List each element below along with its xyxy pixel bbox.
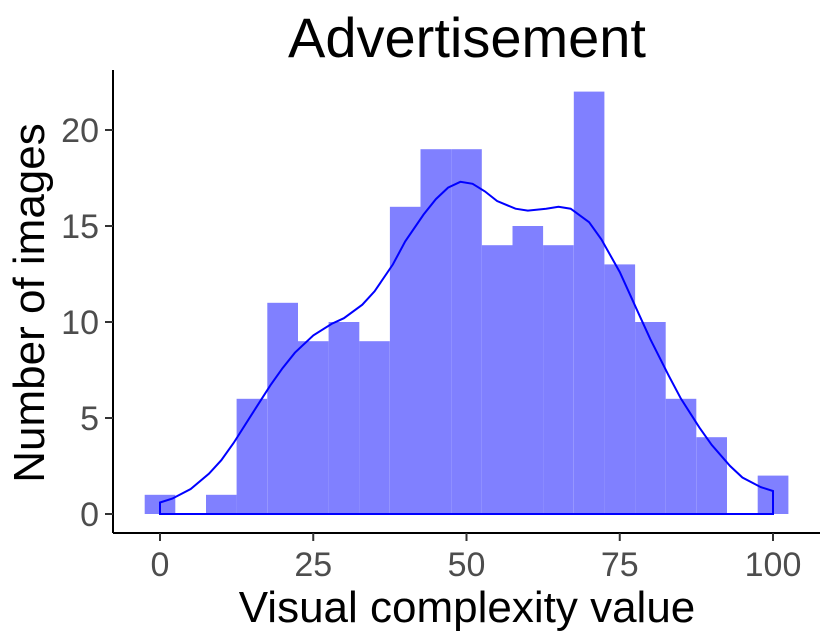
x-axis-title: Visual complexity value xyxy=(239,583,696,632)
y-ticks-group: 0 5 10 15 20 xyxy=(61,112,113,534)
x-tick-label: 25 xyxy=(294,546,332,584)
histogram-bar xyxy=(604,264,636,514)
histogram-bar xyxy=(696,437,727,514)
x-tick-label: 75 xyxy=(601,546,639,584)
y-tick-label: 15 xyxy=(61,208,99,246)
x-ticks-group: 0 25 50 75 100 xyxy=(151,533,802,584)
histogram-bar xyxy=(328,322,360,514)
histogram-bar xyxy=(451,149,482,514)
histogram-bar xyxy=(359,341,390,514)
histogram-bar xyxy=(481,245,513,514)
histogram-bar xyxy=(236,398,268,514)
y-tick-label: 20 xyxy=(61,112,99,150)
y-tick-label: 0 xyxy=(80,496,99,534)
histogram-bar xyxy=(573,91,605,514)
histogram-bar xyxy=(420,149,452,514)
histogram-bar xyxy=(389,206,421,515)
chart-title: Advertisement xyxy=(288,6,646,69)
density-curve xyxy=(159,180,774,515)
histogram-bar xyxy=(543,245,574,514)
histogram-bar xyxy=(267,302,298,514)
x-tick-label: 0 xyxy=(151,546,170,584)
y-axis-title: Number of images xyxy=(5,123,54,482)
y-tick-label: 10 xyxy=(61,304,99,342)
y-tick-label: 5 xyxy=(80,400,99,438)
x-tick-label: 50 xyxy=(448,546,486,584)
x-tick-label: 100 xyxy=(745,546,802,584)
histogram-bar xyxy=(635,322,666,514)
histogram-bar xyxy=(297,341,329,514)
histogram-bar xyxy=(512,226,544,514)
bars-group xyxy=(144,91,789,515)
histogram-bar xyxy=(206,494,237,514)
histogram-bar xyxy=(665,398,697,514)
